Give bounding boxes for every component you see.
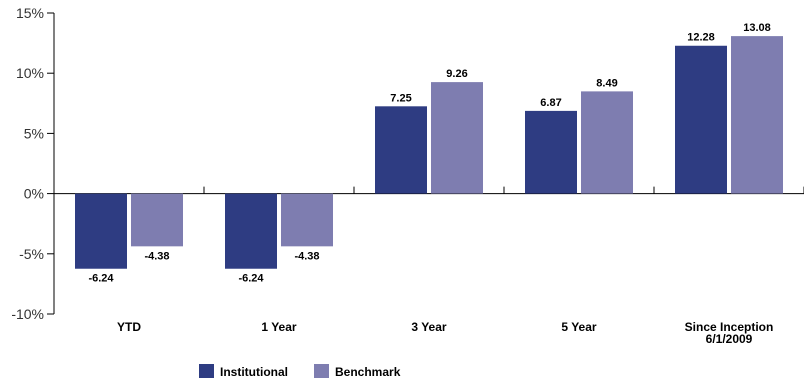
data-label: -6.24 xyxy=(238,273,264,285)
category-label: 1 Year xyxy=(261,320,296,334)
y-tick-label: 10% xyxy=(16,65,44,81)
data-label: -4.38 xyxy=(294,250,319,262)
y-tick-label: -10% xyxy=(11,306,44,322)
y-tick-label: -5% xyxy=(19,246,44,262)
bar-benchmark xyxy=(431,82,483,194)
bar-institutional xyxy=(75,193,127,269)
data-label: 9.26 xyxy=(446,68,467,80)
data-label: 13.08 xyxy=(743,22,771,34)
bar-institutional xyxy=(675,45,727,194)
data-label: 6.87 xyxy=(540,97,561,109)
data-label: 7.25 xyxy=(390,92,411,104)
legend: Institutional Benchmark xyxy=(199,364,401,378)
category-label: Since Inception xyxy=(685,320,774,334)
bar-benchmark xyxy=(581,91,633,194)
bar-institutional xyxy=(375,106,427,194)
category-label: 6/1/2009 xyxy=(706,332,753,346)
data-label: -4.38 xyxy=(144,250,169,262)
y-axis: 15% 10% 5% 0% -5% -10% xyxy=(11,5,804,322)
y-tick-label: 5% xyxy=(24,125,44,141)
category-label: 5 Year xyxy=(561,320,596,334)
data-label: 12.28 xyxy=(687,32,715,44)
bar-institutional xyxy=(525,110,577,194)
bar-benchmark xyxy=(731,36,783,194)
category-label: 3 Year xyxy=(411,320,446,334)
x-axis: YTD 1 Year 3 Year 5 Year Since Inception6/1/… xyxy=(117,186,804,346)
legend-swatch-benchmark xyxy=(314,364,329,378)
data-label: -6.24 xyxy=(88,273,114,285)
legend-label-benchmark: Benchmark xyxy=(335,365,401,378)
y-tick-label: 0% xyxy=(24,186,44,202)
bars: -6.24 -4.38 -6.24 -4.38 7.25 9.26 6.87 8.49 12.2… xyxy=(75,22,783,285)
legend-swatch-institutional xyxy=(199,364,214,378)
bar-benchmark xyxy=(281,193,333,247)
category-label: YTD xyxy=(117,320,141,334)
bar-institutional xyxy=(225,193,277,269)
legend-label-institutional: Institutional xyxy=(220,365,288,378)
bar-benchmark xyxy=(131,193,183,247)
y-tick-label: 15% xyxy=(16,5,44,21)
data-label: 8.49 xyxy=(596,77,617,89)
